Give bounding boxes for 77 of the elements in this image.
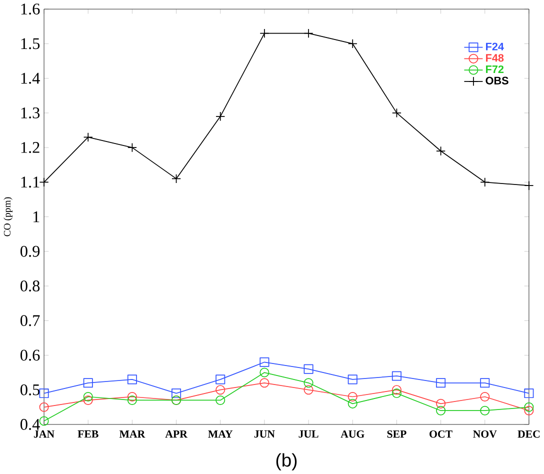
x-tick-label: OCT xyxy=(430,430,452,438)
x-tick-label: JAN xyxy=(34,430,54,438)
y-tick-label: 0.4 xyxy=(20,418,40,430)
point xyxy=(260,28,270,38)
y-tick-label: 1.4 xyxy=(21,72,40,84)
point xyxy=(524,388,534,398)
point xyxy=(127,142,137,152)
legend-label: F24 xyxy=(486,42,504,50)
x-tick-label: JUL xyxy=(298,430,318,438)
point xyxy=(39,388,49,398)
y-tick-label: 0.6 xyxy=(20,350,40,361)
x-tick-label: MAR xyxy=(119,430,146,438)
y-tick-label: 0.7 xyxy=(20,315,40,326)
point xyxy=(304,378,314,388)
point xyxy=(392,108,402,118)
point xyxy=(436,406,446,416)
point xyxy=(216,374,226,384)
point xyxy=(524,180,534,190)
point xyxy=(39,402,49,412)
point xyxy=(348,392,358,402)
y-axis-title: CO (ppm) xyxy=(4,197,12,236)
point xyxy=(348,374,358,384)
x-tick-label: SEP xyxy=(387,430,406,438)
point xyxy=(127,395,137,405)
point xyxy=(480,378,490,388)
y-tick-label: 1.2 xyxy=(21,142,40,154)
point xyxy=(216,112,226,122)
x-tick-label: AUG xyxy=(340,430,364,438)
point xyxy=(216,395,226,405)
point xyxy=(304,28,314,38)
point xyxy=(172,388,182,398)
legend-label: OBS xyxy=(486,76,508,84)
point xyxy=(436,146,446,156)
point xyxy=(127,392,137,402)
text: (b) xyxy=(276,453,297,470)
point xyxy=(39,177,49,187)
point xyxy=(348,398,358,408)
x-tick-label: NOV xyxy=(473,430,497,438)
y-tick-label: 1.1 xyxy=(21,176,40,188)
point xyxy=(304,385,314,395)
y-tick-label: 1.3 xyxy=(21,107,40,118)
point xyxy=(524,402,534,412)
y-tick-label: 1.5 xyxy=(21,38,40,50)
point xyxy=(83,395,93,405)
point xyxy=(39,416,49,426)
y-tick-label: 1 xyxy=(34,211,40,222)
x-tick-label: MAY xyxy=(208,430,233,438)
point xyxy=(392,388,402,398)
y-tick-label: 0.8 xyxy=(20,280,40,292)
x-tick-label: APR xyxy=(165,430,188,438)
point xyxy=(392,371,402,381)
point xyxy=(304,364,314,374)
point xyxy=(260,357,270,367)
point xyxy=(480,392,490,402)
point xyxy=(436,398,446,408)
point xyxy=(216,385,226,395)
point xyxy=(524,406,534,416)
point xyxy=(83,132,93,142)
point xyxy=(260,368,270,378)
y-tick-label: 0.9 xyxy=(20,246,40,257)
x-tick-label: FEB xyxy=(78,430,98,438)
point xyxy=(392,385,402,395)
point xyxy=(480,177,490,187)
y-tick-label: 1.6 xyxy=(21,4,40,15)
point xyxy=(348,38,358,48)
point xyxy=(83,378,93,388)
point xyxy=(172,174,182,184)
point xyxy=(436,378,446,388)
x-tick-label: DEC xyxy=(518,430,540,438)
point xyxy=(480,406,490,416)
legend-label: F72 xyxy=(486,65,504,74)
point xyxy=(260,378,270,388)
point xyxy=(83,392,93,402)
x-tick-label: JUN xyxy=(254,430,275,438)
y-tick-label: 0.5 xyxy=(20,384,40,396)
legend-label: F48 xyxy=(486,54,504,62)
point xyxy=(127,374,137,384)
